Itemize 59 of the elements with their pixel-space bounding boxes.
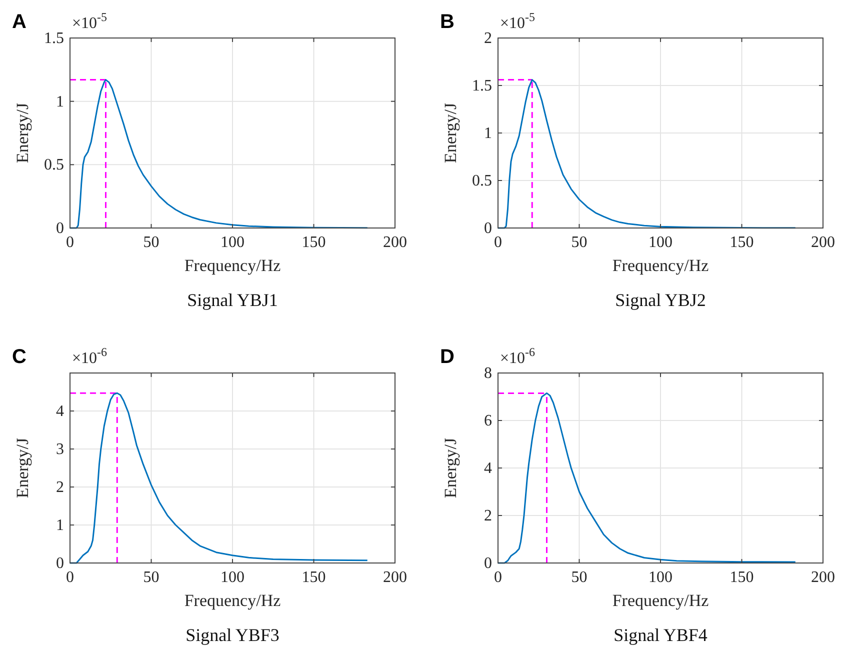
y-tick-label: 0 bbox=[484, 220, 492, 237]
y-tick-label: 1.5 bbox=[44, 30, 64, 47]
y-axis-title: Energy/J bbox=[441, 438, 460, 498]
x-axis-title: Frequency/Hz bbox=[612, 591, 710, 610]
x-tick-label: 50 bbox=[571, 234, 588, 251]
y-tick-label: 0.5 bbox=[44, 156, 64, 174]
y-tick-label: 6 bbox=[484, 412, 492, 430]
x-tick-label: 100 bbox=[220, 569, 244, 586]
y-tick-label: 8 bbox=[484, 365, 492, 382]
x-tick-label: 150 bbox=[730, 569, 754, 586]
line-series bbox=[69, 79, 368, 229]
text: ×10$^{-6}$ bbox=[500, 345, 536, 367]
y-tick-label: 1.5 bbox=[472, 78, 492, 94]
y-tick-label: 1 bbox=[56, 517, 64, 534]
x-axis-title: Frequency/Hz bbox=[184, 256, 282, 275]
text: ×10$^{-5}$ bbox=[72, 10, 108, 32]
x-axis-title: Frequency/Hz bbox=[184, 591, 282, 610]
y-tick-label: 0 bbox=[56, 220, 64, 237]
text: Signal YBJ1 bbox=[187, 290, 278, 310]
line-series bbox=[69, 392, 368, 564]
y-tick-label: 0.5 bbox=[472, 172, 492, 190]
chart-title: C bbox=[12, 346, 26, 368]
x-tick-label: 200 bbox=[383, 234, 407, 251]
x-tick-label: 200 bbox=[811, 569, 835, 586]
y-tick-label: 4 bbox=[484, 460, 492, 477]
line-series bbox=[497, 79, 796, 229]
text: ×10$^{-6}$ bbox=[72, 345, 108, 367]
y-axis-title: Energy/J bbox=[441, 102, 460, 164]
y-axis-title: Energy/J bbox=[13, 102, 32, 164]
line-series bbox=[497, 392, 796, 564]
x-tick-label: 150 bbox=[730, 234, 754, 251]
x-tick-label: 150 bbox=[302, 569, 326, 586]
text: Signal YBJ2 bbox=[615, 290, 706, 310]
x-tick-label: 200 bbox=[383, 569, 407, 586]
chart-title: B bbox=[440, 11, 454, 33]
text: Signal YBF3 bbox=[186, 625, 280, 645]
chart-title: D bbox=[440, 346, 454, 368]
x-axis-title: Frequency/Hz bbox=[612, 256, 710, 275]
text: Signal YBF4 bbox=[614, 625, 708, 645]
y-tick-label: 2 bbox=[484, 30, 492, 47]
x-tick-label: 50 bbox=[143, 234, 160, 251]
text: ×10$^{-5}$ bbox=[500, 10, 536, 32]
y-tick-label: 0 bbox=[56, 555, 64, 572]
y-tick-label: 4 bbox=[56, 403, 64, 420]
x-tick-label: 100 bbox=[220, 234, 244, 251]
x-tick-label: 100 bbox=[648, 234, 672, 251]
y-tick-label: 1 bbox=[56, 93, 64, 110]
y-tick-label: 1 bbox=[484, 125, 492, 142]
x-tick-label: 150 bbox=[302, 234, 326, 251]
x-tick-label: 200 bbox=[811, 234, 835, 251]
x-tick-label: 50 bbox=[571, 569, 588, 586]
x-tick-label: 100 bbox=[648, 569, 672, 586]
y-tick-label: 3 bbox=[56, 441, 64, 458]
y-tick-label: 2 bbox=[56, 479, 64, 496]
chart-title: A bbox=[12, 11, 26, 33]
y-tick-label: 2 bbox=[484, 508, 492, 524]
y-tick-label: 0 bbox=[484, 555, 492, 572]
y-axis-title: Energy/J bbox=[13, 438, 32, 498]
x-tick-label: 50 bbox=[143, 569, 160, 586]
